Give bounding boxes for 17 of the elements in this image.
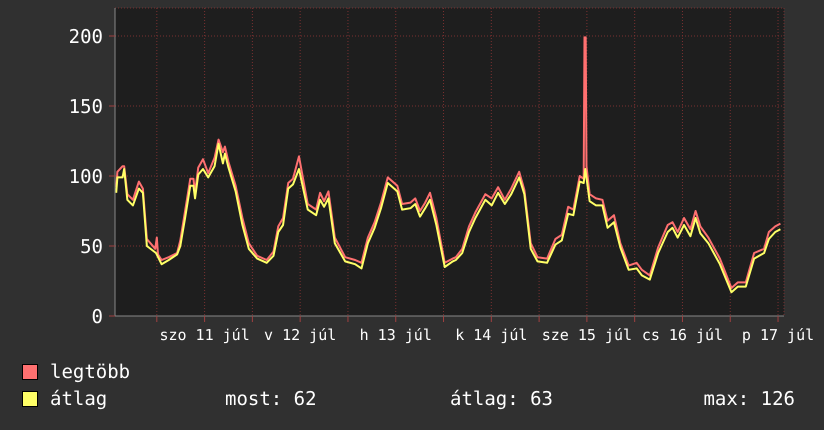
y-tick-label: 150: [68, 96, 103, 118]
x-tick-label: k 14 júl: [455, 326, 528, 344]
legend-label: átlag: [50, 388, 108, 410]
legend-label: legtöbb: [50, 360, 132, 382]
x-tick-label: h 13 júl: [360, 326, 432, 344]
x-tick-label: p 17 júl: [742, 326, 814, 344]
y-tick-label: 0: [92, 306, 103, 328]
text: most: 62: [225, 388, 318, 410]
x-tick-label: sze 15 júl: [542, 326, 632, 344]
y-tick-label: 100: [68, 166, 103, 188]
x-tick-label: szo 11 júl: [159, 326, 250, 344]
y-tick-label: 50: [80, 236, 103, 258]
text: max: 126: [702, 388, 795, 410]
y-tick-label: 200: [68, 26, 103, 48]
x-tick-label: cs 16 júl: [642, 326, 724, 344]
x-tick-label: v 12 júl: [264, 326, 336, 344]
text: átlag: 63: [450, 388, 554, 410]
